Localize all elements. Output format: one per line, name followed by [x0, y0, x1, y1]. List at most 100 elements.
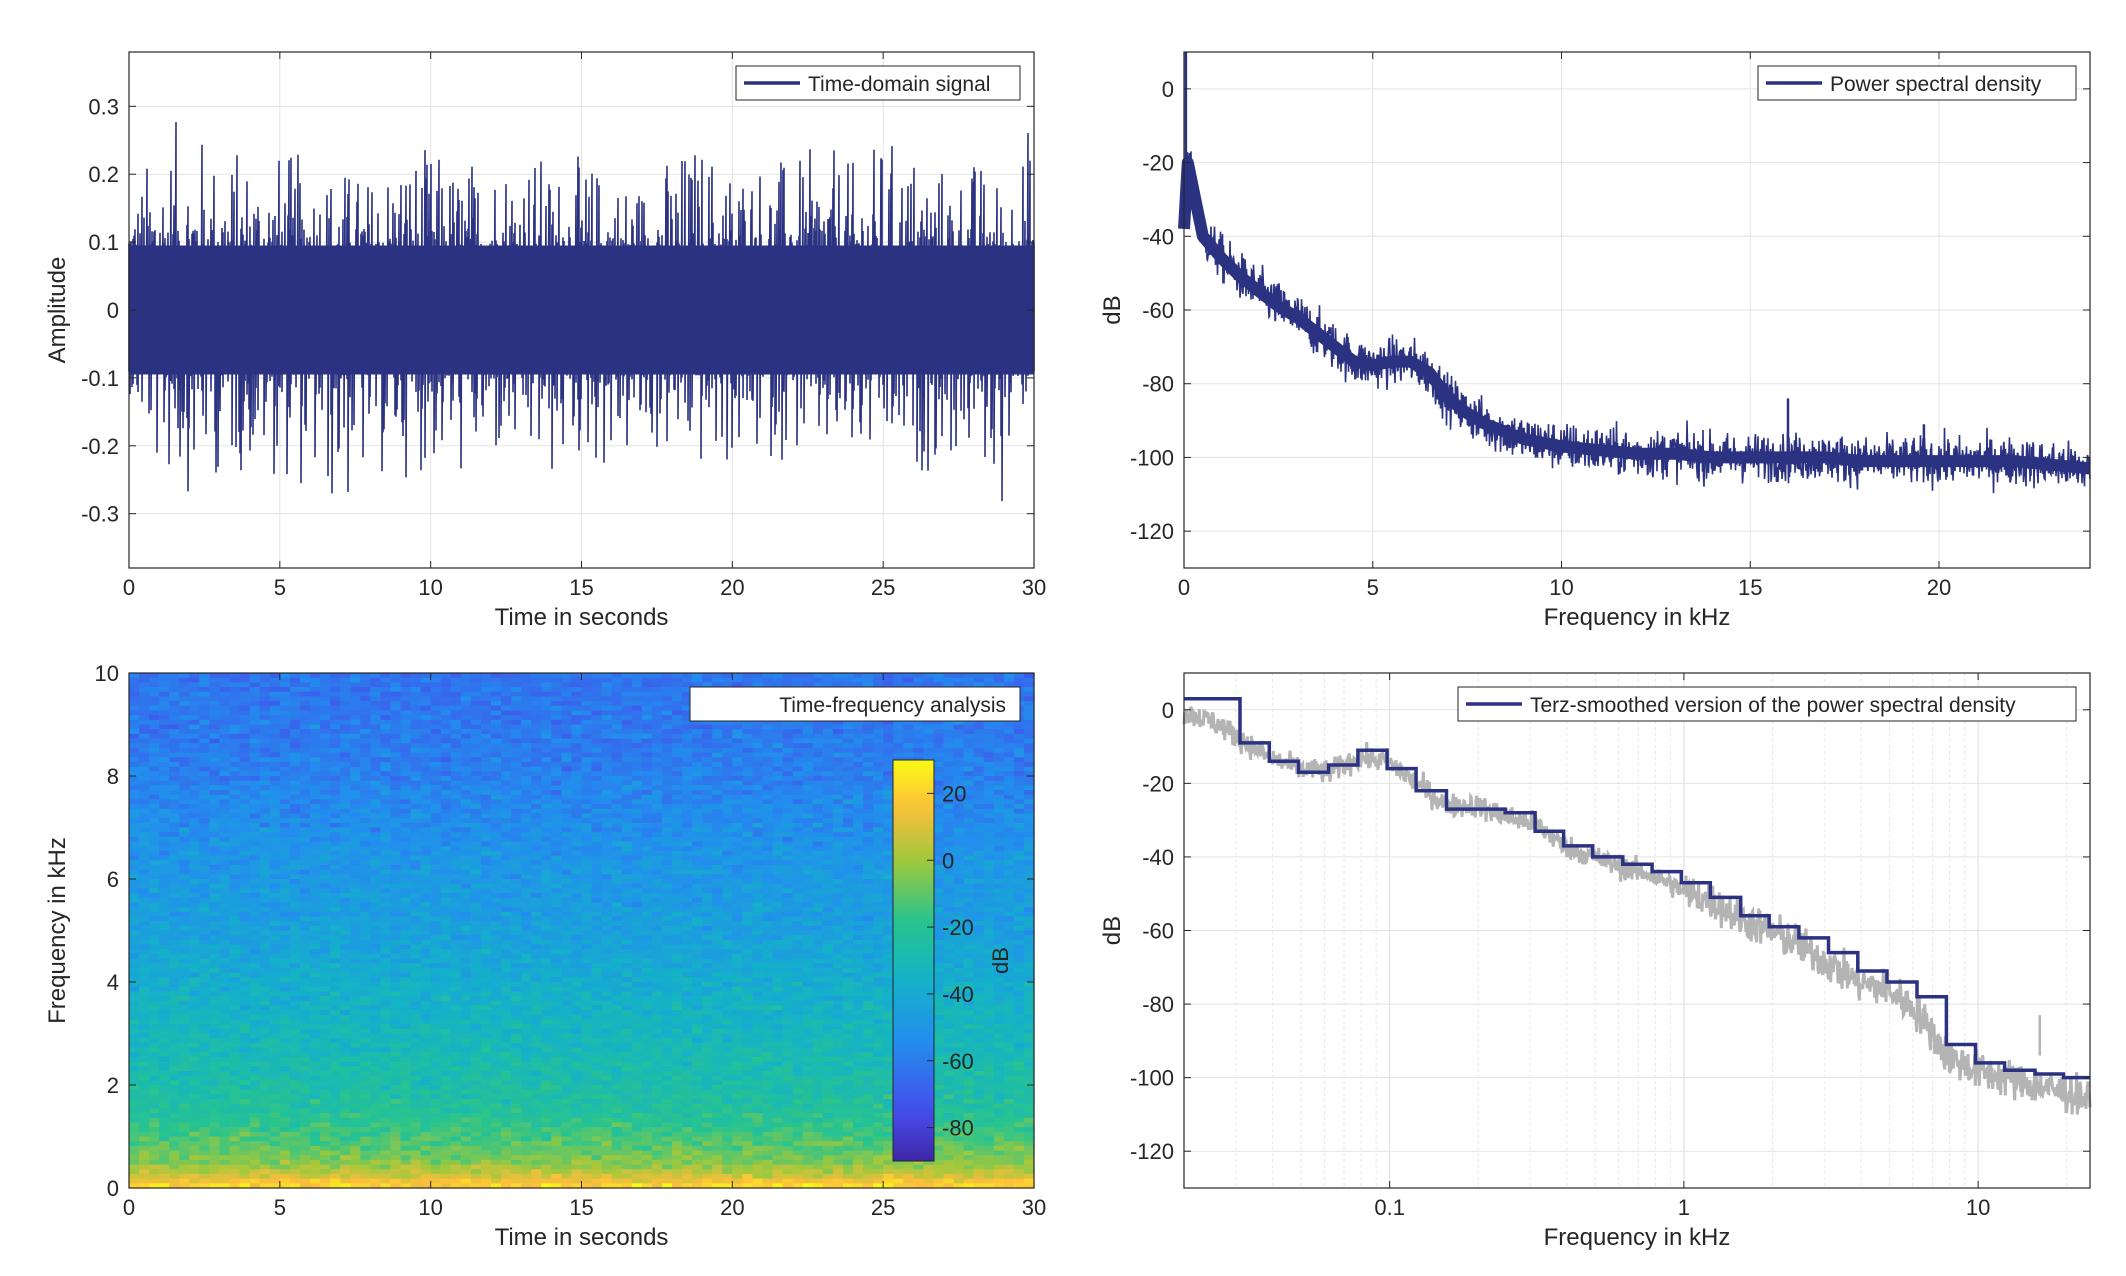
spectrogram-cell — [933, 729, 945, 735]
spectrogram-cell — [360, 705, 371, 712]
spectrogram-cell — [822, 719, 834, 726]
spectrogram-cell — [983, 776, 995, 782]
spectrogram-cell — [913, 733, 924, 740]
spectrogram-cell — [521, 776, 532, 782]
spectrogram-cell — [651, 696, 663, 702]
spectrogram-cell — [762, 869, 774, 875]
spectrogram-cell — [531, 804, 542, 810]
spectrogram-cell — [621, 794, 633, 801]
spectrogram-cell — [149, 921, 160, 927]
spectrogram-cell — [450, 733, 462, 740]
spectrogram-cell — [380, 893, 392, 899]
spectrogram-cell — [259, 827, 271, 833]
spectrogram-cell — [732, 879, 743, 885]
spectrogram-cell — [993, 911, 1005, 918]
spectrogram-cell — [480, 733, 492, 740]
spectrogram-cell — [229, 743, 241, 749]
spectrogram-cell — [983, 888, 995, 894]
spectrogram-cell — [279, 818, 291, 824]
x-tick-label: 5 — [1367, 575, 1379, 600]
spectrogram-cell — [672, 911, 683, 918]
spectrogram-cell — [390, 733, 402, 740]
spectrogram-cell — [963, 733, 975, 740]
spectrogram-cell — [370, 879, 381, 885]
spectrogram-cell — [973, 818, 985, 824]
spectrogram-cell — [1023, 677, 1035, 683]
spectrogram-cell — [320, 855, 331, 861]
spectrogram-cell — [742, 916, 754, 922]
spectrogram-cell — [249, 888, 261, 894]
spectrogram-cell — [541, 785, 552, 791]
spectrogram-cell — [873, 776, 884, 782]
spectrogram-cell — [129, 710, 140, 716]
spectrogram-cell — [460, 766, 472, 772]
spectrogram-cell — [822, 790, 834, 796]
spectrogram-cell — [1023, 747, 1035, 754]
spectrogram-cell — [259, 883, 271, 889]
spectrogram-cell — [299, 691, 311, 698]
spectrogram-cell — [1023, 780, 1035, 786]
spectrogram-cell — [511, 864, 522, 871]
spectrogram-cell — [661, 799, 673, 805]
spectrogram-cell — [792, 822, 804, 829]
spectrogram-cell — [299, 757, 311, 763]
spectrogram-cell — [129, 799, 140, 805]
spectrogram-cell — [631, 818, 643, 824]
spectrogram-cell — [330, 729, 341, 735]
spectrogram-cell — [863, 883, 874, 889]
spectrogram-cell — [601, 911, 613, 918]
spectrogram-cell — [299, 673, 311, 679]
spectrogram-cell — [159, 747, 170, 754]
spectrogram-cell — [330, 818, 341, 824]
spectrogram-cell — [400, 907, 412, 913]
spectrogram-cell — [129, 766, 140, 772]
spectrogram-cell — [853, 808, 864, 815]
spectrogram-cell — [229, 897, 241, 904]
spectrogram-cell — [873, 794, 884, 801]
spectrogram-cell — [772, 846, 784, 852]
spectrogram-cell — [209, 841, 221, 847]
spectrogram-cell — [531, 794, 542, 801]
spectrogram-cell — [651, 673, 663, 679]
spectrogram-cell — [330, 888, 341, 894]
spectrogram-cell — [420, 771, 432, 777]
spectrogram-cell — [410, 804, 422, 810]
spectrogram-cell — [350, 804, 361, 810]
spectrogram-cell — [249, 860, 261, 866]
spectrogram-cell — [299, 921, 311, 927]
spectrogram-cell — [983, 841, 995, 847]
spectrogram-cell — [219, 724, 231, 730]
spectrogram-cell — [229, 836, 241, 843]
spectrogram-cell — [883, 743, 894, 749]
spectrogram-cell — [350, 776, 361, 782]
spectrogram-cell — [863, 850, 874, 857]
spectrogram-cell — [732, 855, 743, 861]
spectrogram-cell — [812, 724, 824, 730]
spectrogram-cell — [239, 822, 251, 829]
spectrogram-cell — [259, 724, 271, 730]
spectrogram-cell — [853, 883, 864, 889]
spectrogram-cell — [692, 813, 703, 819]
spectrogram-cell — [139, 925, 150, 932]
spectrogram-cell — [289, 691, 301, 698]
spectrogram-cell — [571, 846, 583, 852]
spectrogram-cell — [159, 836, 170, 843]
spectrogram-cell — [521, 916, 532, 922]
spectrogram-cell — [370, 832, 381, 838]
spectrogram-cell — [440, 902, 452, 908]
spectrogram-cell — [320, 691, 331, 698]
spectrogram-cell — [440, 701, 452, 707]
spectrogram-cell — [430, 827, 442, 833]
spectrogram-cell — [310, 715, 321, 721]
spectrogram-cell — [491, 902, 502, 908]
spectrogram-cell — [631, 715, 643, 721]
spectrogram-cell — [692, 822, 703, 829]
spectrogram-cell — [973, 673, 985, 679]
spectrogram-cell — [501, 715, 512, 721]
spectrogram-cell — [631, 874, 643, 880]
spectrogram-cell — [993, 860, 1005, 866]
spectrogram-cell — [873, 790, 884, 796]
spectrogram-cell — [631, 911, 643, 918]
spectrogram-cell — [973, 888, 985, 894]
spectrogram-cell — [561, 705, 573, 712]
